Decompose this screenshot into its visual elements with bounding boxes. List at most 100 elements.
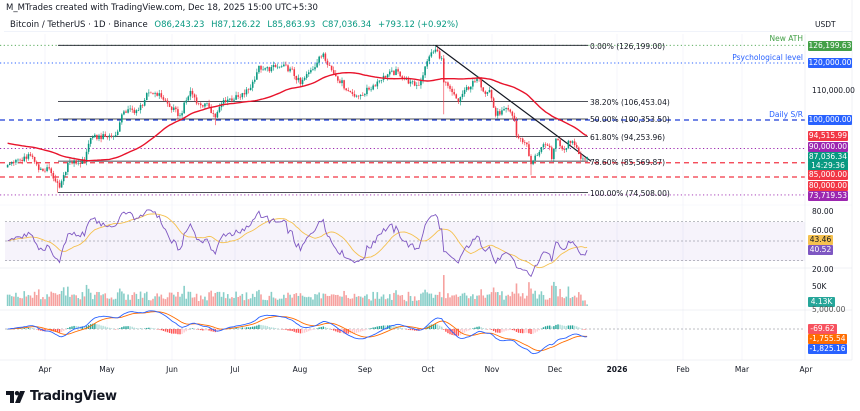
macd-histogram-bar [370,328,372,329]
candle-body [85,151,88,163]
candle-body [17,159,19,161]
volume-bar [451,295,453,306]
macd-histogram-bar [474,327,476,329]
volume-bar [577,292,580,306]
volume-bar [359,296,362,306]
currency-label[interactable]: USDT [815,20,836,29]
candle-body [291,68,293,70]
volume-bar [376,292,379,306]
candle-body [557,138,559,141]
candle-body [422,75,424,81]
candle-body [303,77,306,80]
macd-histogram-bar [355,329,358,333]
candle-body [195,97,198,104]
macd-histogram-bar [98,324,100,329]
macd-histogram-bar [206,329,208,331]
macd-histogram-bar [576,326,578,329]
candle-body [141,105,144,106]
volume-bar [6,294,9,306]
candle-body [401,76,404,79]
candle-body [166,100,169,104]
candle-body [326,60,329,65]
macd-histogram-bar [308,329,310,332]
volume-bar [546,299,549,306]
candle-body [222,100,225,104]
candle-body [418,85,420,86]
candle-body [64,171,67,176]
macd-histogram-bar [193,328,196,329]
volume-bar [324,293,327,306]
macd-histogram-bar [197,329,200,330]
volume-bar [145,291,148,306]
candle-body [442,58,445,83]
macd-histogram-bar [158,329,160,330]
volume-bar [141,297,144,306]
volume-bar [496,292,499,306]
candle-body [73,160,75,164]
volume-bar [81,292,84,306]
volume-bar [341,296,343,306]
volume-bar [148,300,150,306]
fib-retracement[interactable] [58,44,592,194]
macd-histogram-bar [434,324,437,329]
volume-bar [285,297,287,306]
macd-histogram-bar [110,328,113,329]
volume-bar [368,299,370,306]
tradingview-logo[interactable]: TradingView [6,389,117,404]
volume-bar [532,293,534,306]
volume-bar [241,293,244,306]
macd-histogram-bar [316,328,318,329]
fib-label-50: 50.00% (100,353.50) [590,115,670,124]
candle-body [118,122,121,132]
volume-bar [31,297,34,306]
candle-body [108,135,111,138]
macd-histogram-bar [364,329,366,331]
candle-body [474,81,476,82]
macd-histogram-bar [362,329,364,332]
volume-bar [280,298,283,306]
volume-bar [361,297,364,306]
candle-body [384,75,387,78]
volume-bar [208,292,210,306]
volume-bar [100,295,102,306]
volume-bar [378,298,381,306]
macd-histogram-bar [270,327,273,329]
macd-histogram-bar [260,324,262,329]
volume-bar [519,296,522,306]
macd-histogram-bar [187,329,190,331]
candle-body [380,80,383,81]
volume-bar [35,295,38,306]
candle-body [50,168,53,174]
candle-body [376,81,379,87]
volume-bar [415,300,418,306]
volume-bar [264,299,266,306]
volume-bar [567,286,570,306]
volume-bar [10,296,13,306]
volume-bar [397,294,399,306]
volume-bar [548,297,551,306]
volume-bar [476,295,478,306]
volume-bar [177,291,179,306]
volume-bar [526,295,528,306]
volume-bar [449,297,451,306]
candle-body [459,97,462,102]
macd-histogram-bar [208,329,210,331]
macd-axis-5000: 5,000.00 [812,305,846,314]
macd-histogram-bar [129,326,131,329]
candle-body [54,178,57,182]
candle-body [334,73,337,77]
volume-bar [428,293,431,306]
symbol-title[interactable]: Bitcoin / TetherUS · 1D · Binance [10,20,148,30]
volume-bar [48,296,50,306]
macd-histogram-bar [96,324,98,329]
volume-bar [453,295,455,306]
macd-histogram-bar [522,329,524,334]
volume-bar [110,297,113,306]
volume-bar [422,292,424,306]
candle-body [268,67,271,72]
volume-bar [266,300,269,306]
volume-bar [135,293,138,306]
macd-histogram-bar [357,329,360,333]
macd-histogram-bar [310,329,312,331]
